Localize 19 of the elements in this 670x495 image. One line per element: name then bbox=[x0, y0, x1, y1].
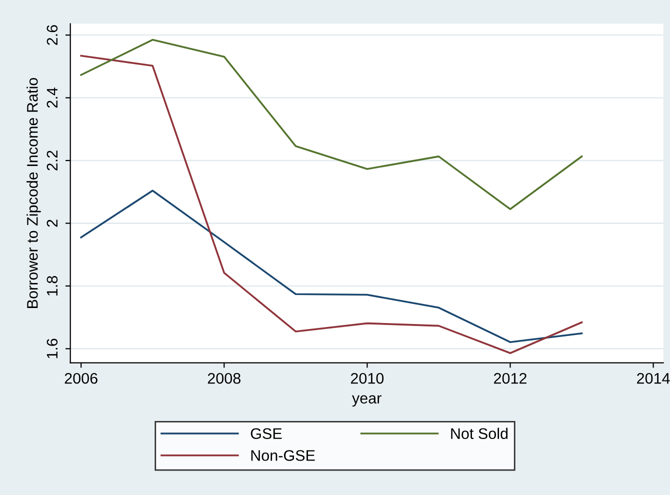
legend-label: GSE bbox=[250, 428, 282, 440]
x-tick-label: 2006 bbox=[64, 372, 98, 384]
line-series bbox=[80, 190, 583, 344]
y-tick-label: 1.8 bbox=[46, 276, 58, 296]
x-tick-label: 2010 bbox=[350, 372, 384, 384]
y-tick-label: 1.6 bbox=[46, 338, 58, 358]
legend-label: Non-GSE bbox=[251, 450, 315, 461]
legend-label: Not Sold bbox=[451, 428, 508, 440]
y-tick-label: 2.2 bbox=[46, 150, 58, 170]
line-series bbox=[80, 38, 583, 210]
line-series bbox=[80, 54, 583, 354]
y-tick-label: 2.4 bbox=[46, 88, 58, 108]
x-tick-label: 2008 bbox=[208, 372, 240, 384]
y-tick-label: 2 bbox=[46, 220, 58, 227]
y-axis-title: Borrower to Zipcode Income Ratio bbox=[26, 78, 41, 308]
x-tick-label: 2012 bbox=[494, 372, 526, 384]
y-tick-label: 2.6 bbox=[46, 25, 58, 45]
x-axis-title: year bbox=[352, 395, 382, 407]
x-tick-label: 2014 bbox=[637, 372, 670, 384]
